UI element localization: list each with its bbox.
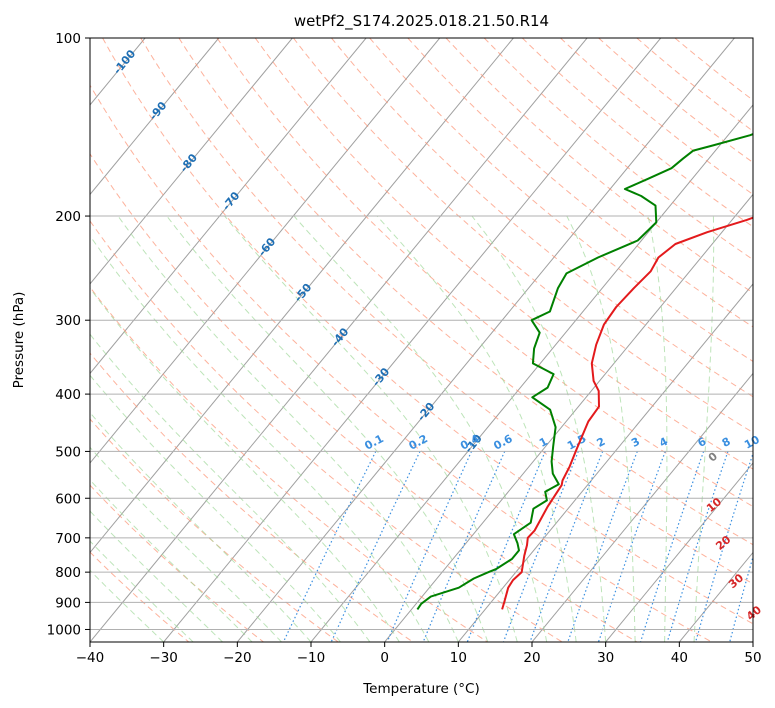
y-tick-label: 700 [55,531,81,547]
plot-background [90,38,753,642]
x-tick-label: −30 [149,650,178,666]
dry-adiabat-line [445,38,753,294]
moist-adiabat-line [90,412,312,642]
isotherm-line [531,372,753,642]
y-tick-label: 1000 [47,622,81,638]
dry-adiabat-line [90,352,414,642]
moist-adiabat-line [90,235,430,642]
moist-adiabat-line [90,569,165,642]
isotherm-line [90,38,441,464]
x-tick-label: 0 [380,650,389,666]
moist-adiabat-line [376,215,577,642]
moist-adiabat-line [117,215,459,642]
y-tick-label: 400 [55,387,81,403]
mixing-ratio-line [640,451,705,642]
isotherm-lines [90,38,753,642]
moist-adiabat-line [166,215,489,642]
isotherm-line [384,193,753,642]
mixing-ratio-line [695,451,753,642]
mixing-ratio-line [282,451,377,642]
dry-adiabat-line [90,286,488,642]
x-tick-label: −40 [76,650,105,666]
x-tick-label: 40 [671,650,688,666]
y-tick-label: 300 [55,313,81,329]
mixing-ratio-label: 10 [742,433,762,452]
moist-adiabat-line [90,479,253,642]
x-axis: −40 −30 −20 −10 0 10 20 30 40 50 [76,642,762,666]
dry-adiabat-line [90,152,638,642]
x-tick-label: 30 [597,650,614,666]
isotherm-line [90,38,220,196]
y-axis: 100 200 300 400 500 600 700 800 900 1000 [47,31,90,638]
isotherm-line [605,462,753,642]
moist-adiabat-line [90,540,194,642]
temperature-line [501,216,753,610]
chart-title: wetPf2_S174.2025.018.21.50.R14 [294,12,549,31]
isotherm-line [163,38,662,642]
dry-adiabat-line [102,38,753,625]
mixing-ratio-label: 13 [773,433,775,452]
moist-adiabat-line [90,287,400,642]
x-tick-label: 10 [450,650,467,666]
mixing-ratio-line [466,451,546,642]
dry-adiabat-line [254,38,753,470]
isotherm-line [457,283,753,642]
isotherm-line [752,641,753,642]
y-tick-label: 600 [55,491,81,507]
pressure-gridlines [90,38,753,630]
moist-adiabat-line [224,215,518,642]
dry-adiabat-line [90,220,563,642]
dry-adiabat-line [521,38,753,228]
y-tick-label: 500 [55,444,81,460]
moist-adiabat-line [693,215,715,642]
moist-adiabat-line [471,215,607,642]
plot-frame [89,37,754,643]
moist-adiabat-line [90,333,371,642]
moist-adiabat-line [90,510,223,642]
dry-adiabat-line [140,38,753,585]
mixing-ratio-line [502,451,579,642]
dry-adiabat-line [331,38,753,398]
dry-adiabat-line [560,38,753,196]
x-tick-label: 20 [523,650,540,666]
dry-adiabat-line [178,38,753,546]
mixing-ratio-line [729,554,753,642]
moist-adiabat-line [566,215,636,642]
mixing-ratio-line [529,451,604,642]
isotherm-line [90,38,514,554]
isotherm-line [90,38,588,642]
moist-adiabat-line [90,374,341,642]
y-tick-label: 900 [55,595,81,611]
x-tick-label: −20 [223,650,252,666]
dry-adiabat-line [369,38,753,362]
x-tick-label: −10 [297,650,326,666]
y-axis-label: Pressure (hPa) [11,292,27,389]
mixing-ratio-line [330,451,421,642]
x-axis-label: Temperature (°C) [362,681,480,697]
dry-adiabat-line [293,38,753,434]
x-tick-label: 50 [744,650,761,666]
moist-adiabat-line [90,446,282,642]
sounding-profiles [416,133,753,610]
moist-adiabat-lines [90,215,715,642]
y-tick-label: 100 [55,31,81,47]
dry-adiabat-line [90,84,712,642]
dry-adiabat-lines [90,38,753,642]
mixing-ratio-line [597,451,666,642]
y-tick-label: 200 [55,209,81,225]
mixing-ratio-lines [282,451,753,642]
moist-adiabat-line [647,215,668,642]
dewpoint-line [416,133,753,610]
y-tick-label: 800 [55,565,81,581]
isotherm-line [236,38,735,642]
isotherm-line [90,38,293,285]
mixing-ratio-line [567,451,638,642]
isotherm-line [90,38,367,375]
dry-adiabat-line [407,38,753,328]
